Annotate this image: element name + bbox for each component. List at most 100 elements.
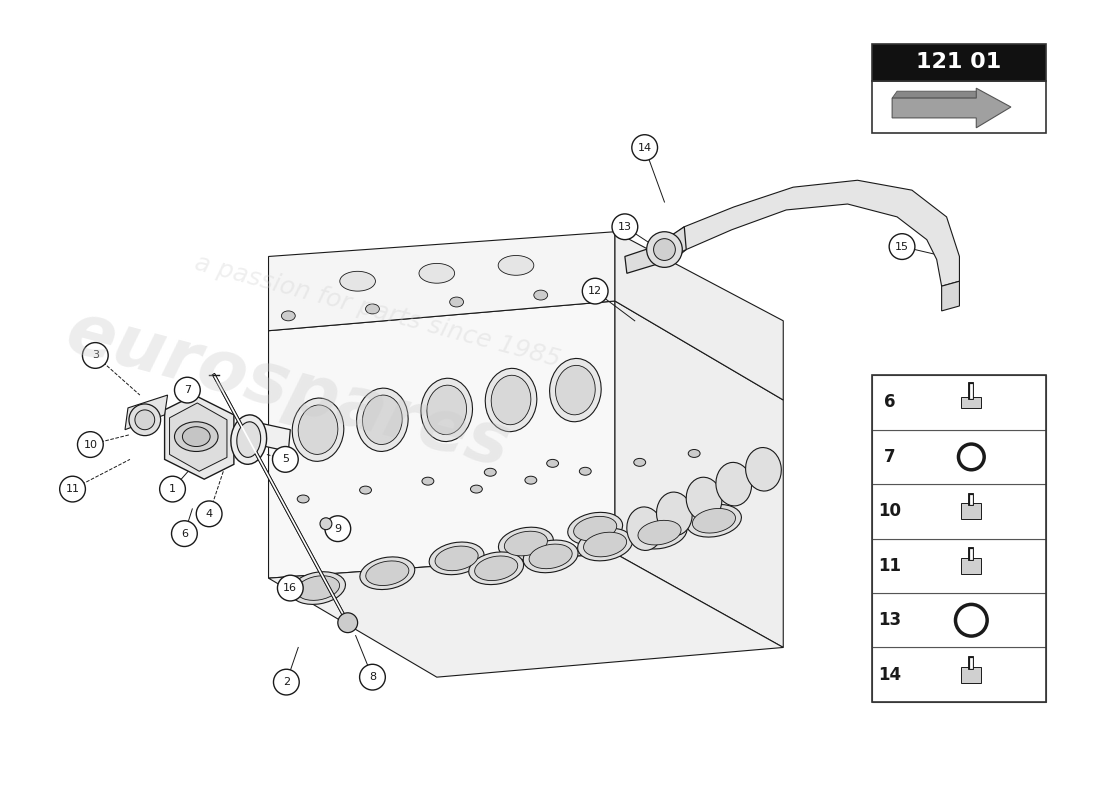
Text: 13: 13 xyxy=(618,222,631,232)
Ellipse shape xyxy=(469,552,524,585)
Circle shape xyxy=(196,501,222,526)
Polygon shape xyxy=(165,395,234,479)
Text: 3: 3 xyxy=(91,350,99,361)
Polygon shape xyxy=(892,91,981,98)
Bar xyxy=(872,44,1046,82)
Bar xyxy=(961,397,981,409)
Text: 11: 11 xyxy=(879,557,902,574)
Ellipse shape xyxy=(568,512,623,545)
Ellipse shape xyxy=(746,447,781,491)
Circle shape xyxy=(324,516,351,542)
Circle shape xyxy=(77,432,103,458)
Circle shape xyxy=(274,670,299,695)
Ellipse shape xyxy=(529,544,572,569)
Polygon shape xyxy=(268,301,615,578)
Ellipse shape xyxy=(525,476,537,484)
Ellipse shape xyxy=(290,572,345,604)
Ellipse shape xyxy=(365,304,380,314)
Polygon shape xyxy=(942,282,959,311)
Ellipse shape xyxy=(340,271,375,291)
Circle shape xyxy=(612,214,638,240)
Ellipse shape xyxy=(175,422,218,451)
Ellipse shape xyxy=(556,366,595,415)
Circle shape xyxy=(172,521,197,546)
Bar xyxy=(872,593,1046,647)
Ellipse shape xyxy=(436,546,478,570)
Ellipse shape xyxy=(689,450,700,458)
Bar xyxy=(872,484,1046,538)
Ellipse shape xyxy=(236,422,261,458)
Ellipse shape xyxy=(366,561,409,586)
Circle shape xyxy=(160,476,186,502)
Polygon shape xyxy=(256,422,290,451)
Text: 11: 11 xyxy=(66,484,79,494)
Ellipse shape xyxy=(550,358,602,422)
Ellipse shape xyxy=(686,505,741,537)
Ellipse shape xyxy=(573,516,617,541)
Ellipse shape xyxy=(419,263,454,283)
Circle shape xyxy=(631,134,658,161)
Polygon shape xyxy=(268,554,783,677)
Ellipse shape xyxy=(485,368,537,432)
Text: 6: 6 xyxy=(180,529,188,538)
Ellipse shape xyxy=(524,540,579,573)
Ellipse shape xyxy=(422,478,433,485)
Polygon shape xyxy=(169,403,227,471)
Ellipse shape xyxy=(627,507,662,550)
Bar xyxy=(961,558,981,574)
Text: 121 01: 121 01 xyxy=(916,53,1002,73)
Ellipse shape xyxy=(634,458,646,466)
Ellipse shape xyxy=(450,297,463,307)
Bar xyxy=(872,430,1046,484)
Ellipse shape xyxy=(360,557,415,590)
Polygon shape xyxy=(268,232,615,330)
Ellipse shape xyxy=(583,532,627,557)
Polygon shape xyxy=(625,226,686,274)
Bar xyxy=(961,666,981,682)
Polygon shape xyxy=(125,395,167,430)
Circle shape xyxy=(889,234,915,259)
Ellipse shape xyxy=(297,495,309,503)
Ellipse shape xyxy=(183,426,210,446)
Text: 2: 2 xyxy=(283,677,290,687)
Ellipse shape xyxy=(686,478,722,521)
Ellipse shape xyxy=(504,531,548,556)
Circle shape xyxy=(277,575,304,601)
Ellipse shape xyxy=(475,556,518,581)
Text: 1: 1 xyxy=(169,484,176,494)
Circle shape xyxy=(647,232,682,267)
Text: 9: 9 xyxy=(334,524,341,534)
Ellipse shape xyxy=(580,467,591,475)
Bar xyxy=(872,538,1046,593)
Ellipse shape xyxy=(547,459,559,467)
Circle shape xyxy=(175,378,200,403)
Text: 16: 16 xyxy=(284,583,297,593)
Circle shape xyxy=(82,342,108,368)
Ellipse shape xyxy=(492,375,531,425)
Polygon shape xyxy=(615,301,783,647)
Text: a passion for parts since 1985: a passion for parts since 1985 xyxy=(191,250,563,371)
Circle shape xyxy=(582,278,608,304)
Ellipse shape xyxy=(484,468,496,476)
Circle shape xyxy=(653,238,675,261)
Bar xyxy=(872,82,1046,133)
Ellipse shape xyxy=(421,378,473,442)
Text: 14: 14 xyxy=(879,666,902,684)
Text: 13: 13 xyxy=(879,611,902,630)
Ellipse shape xyxy=(498,527,553,560)
Ellipse shape xyxy=(471,485,482,493)
Bar xyxy=(872,375,1046,430)
Bar xyxy=(961,503,981,519)
Ellipse shape xyxy=(716,462,751,506)
Text: 6: 6 xyxy=(884,394,895,411)
Polygon shape xyxy=(892,88,1011,128)
Circle shape xyxy=(338,613,358,633)
Circle shape xyxy=(135,410,155,430)
Ellipse shape xyxy=(297,576,340,600)
Ellipse shape xyxy=(282,311,295,321)
Ellipse shape xyxy=(692,509,736,533)
Text: 8: 8 xyxy=(368,672,376,682)
Ellipse shape xyxy=(427,385,466,434)
Text: 7: 7 xyxy=(884,448,896,466)
Circle shape xyxy=(360,664,385,690)
